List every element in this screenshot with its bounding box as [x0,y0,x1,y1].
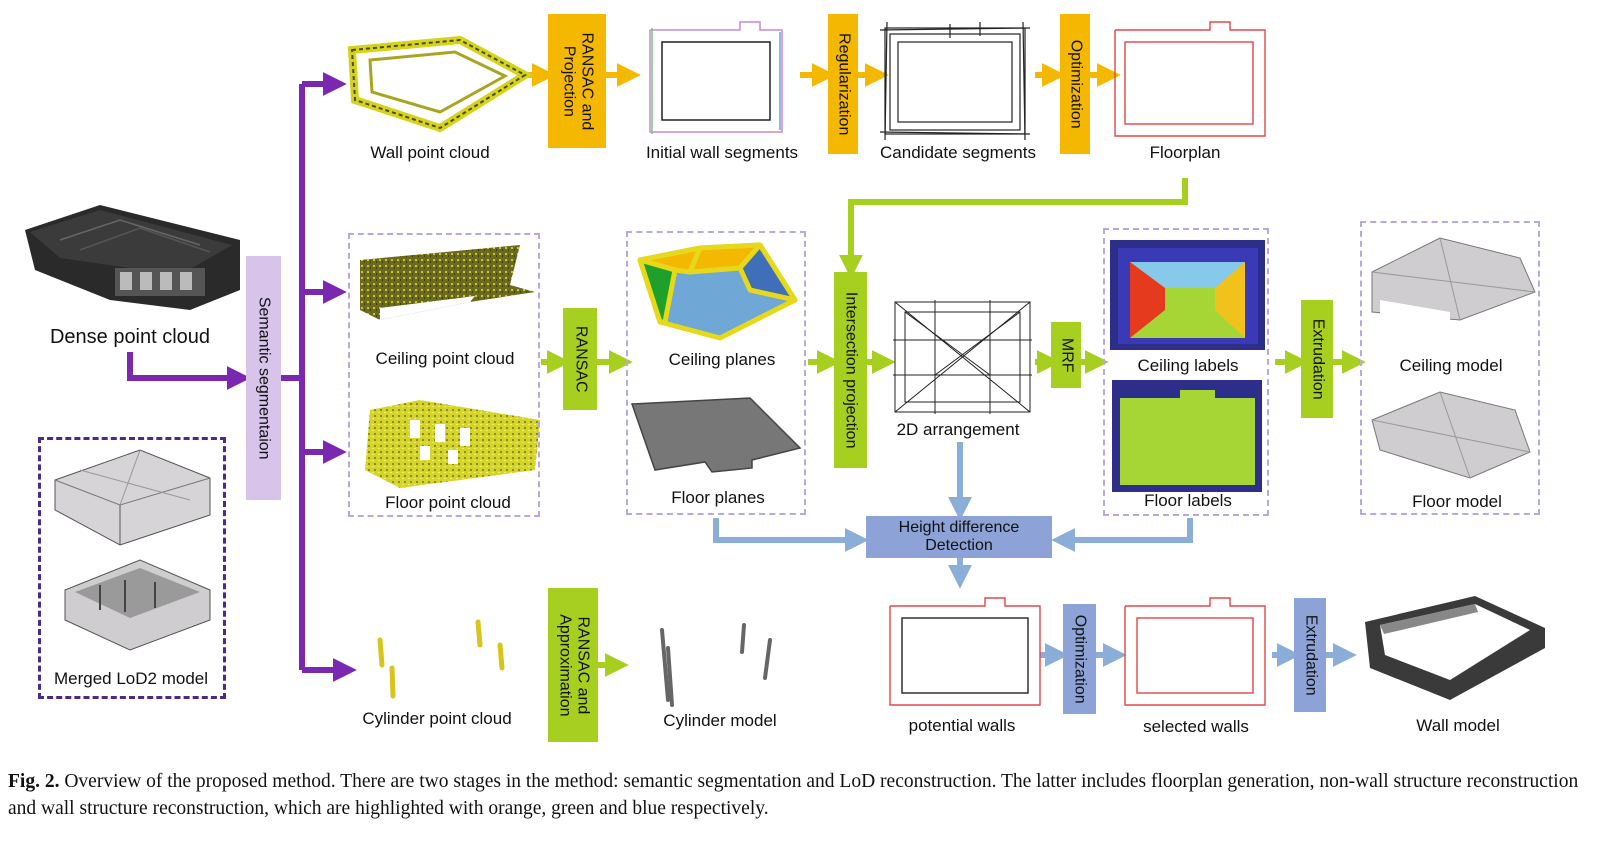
dense-point-cloud-image [25,205,240,310]
merged-model-image [54,449,211,651]
ceiling-model-image [1371,237,1536,322]
arrangement-2d-image [893,300,1032,414]
floor-point-cloud-label: Floor point cloud [385,493,511,512]
candidate-segments-image [879,21,1031,141]
selected-walls-image [1124,597,1266,706]
labels-group-frame [1103,228,1269,516]
initial-wall-segments-label: Initial wall segments [645,143,799,162]
merged-model-label: Merged LoD2 model [53,669,209,688]
initial-wall-segments-image [649,21,783,134]
ceiling-labels-image [1110,240,1265,350]
ransac-projection-box: RANSAC and Projection [548,14,606,148]
ceiling-point-cloud-label: Ceiling point cloud [375,349,515,368]
method-overview-diagram: Semantic segmentaion RANSAC and Projecti… [25,14,1545,742]
optimization-top-box: Optimization [1060,14,1090,154]
floor-planes-image [630,397,802,473]
ceiling-labels-label: Ceiling labels [1137,356,1239,375]
mrf-box: MRF [1051,322,1081,388]
selected-walls-label: selected walls [1143,717,1249,736]
height-difference-detection-box: Height difference Detection [866,516,1052,558]
purple-arrows [127,72,357,682]
wall-model-image [1365,596,1545,700]
cylinder-point-cloud-label: Cylinder point cloud [362,709,512,728]
models-group-frame [1360,221,1540,515]
floor-planes-label: Floor planes [671,488,765,507]
candidate-segments-label: Candidate segments [880,143,1036,162]
wall-point-cloud-image [347,35,533,133]
ceiling-planes-label: Ceiling planes [668,350,776,369]
ceiling-model-label: Ceiling model [1399,356,1503,375]
floor-model-label: Floor model [1412,492,1502,511]
extrudation-bottom-box: Extrudation [1294,598,1326,712]
potential-walls-image [889,597,1041,706]
wall-model-label: Wall model [1416,716,1500,735]
ransac-box: RANSAC [563,308,597,410]
ceiling-point-cloud-image [360,245,535,320]
floor-point-cloud-image [365,400,540,488]
blue-arrows [713,442,1357,667]
extrudation-top-box: Extrudation [1301,300,1333,418]
point-cloud-group-frame [348,233,540,517]
semantic-segmentation-box: Semantic segmentaion [246,256,281,500]
floor-labels-label: Floor labels [1144,491,1232,510]
cylinder-model-label: Cylinder model [663,711,777,730]
planes-group-frame [626,231,806,515]
floorplan-label: Floorplan [1149,143,1221,162]
potential-walls-label: potential walls [908,716,1016,735]
intersection-projection-box: Intersection projection [834,272,867,468]
diagram-graphics [25,21,1545,707]
floor-model-image [1371,391,1531,479]
floor-labels-image [1112,380,1262,492]
merged-model-frame [38,437,226,699]
caption-prefix: Fig. 2. [8,771,60,792]
caption-text: Overview of the proposed method. There a… [8,771,1579,819]
floorplan-image [1114,21,1266,137]
dense-point-cloud-label: Dense point cloud [49,326,211,348]
arrangement-2d-label: 2D arrangement [896,420,1020,439]
optimization-bottom-box: Optimization [1063,604,1096,714]
figure-caption: Fig. 2. Overview of the proposed method.… [8,768,1598,822]
wall-point-cloud-label: Wall point cloud [370,143,490,162]
green-arrows [541,178,1366,677]
cylinder-point-cloud-image [377,619,505,699]
regularization-box: Regularization [828,14,858,154]
cylinder-model-image [660,623,772,707]
ransac-approximation-box: RANSAC and Approximation [548,588,598,742]
ceiling-planes-image [637,242,798,341]
